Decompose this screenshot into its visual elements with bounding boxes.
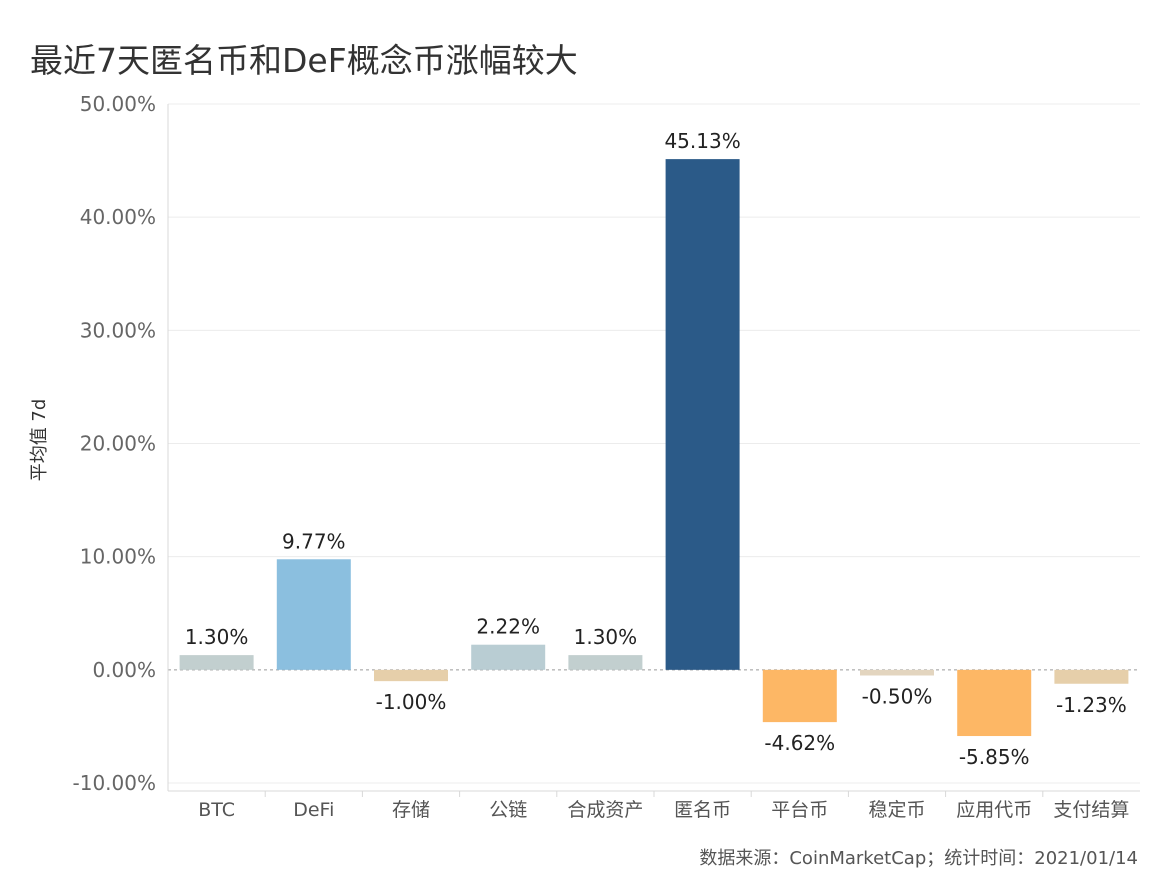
x-tick-label: 公链 <box>489 799 527 821</box>
data-label: 2.22% <box>476 615 540 639</box>
x-tick-label: 稳定币 <box>868 799 925 821</box>
y-tick-label: -10.00% <box>73 771 156 795</box>
y-tick-label: 40.00% <box>80 205 156 229</box>
y-tick-label: 10.00% <box>80 545 156 569</box>
x-tick-label: 应用代币 <box>956 799 1032 821</box>
x-tick-label: BTC <box>198 799 235 821</box>
bar <box>860 669 934 676</box>
data-label: 9.77% <box>282 529 346 553</box>
y-tick-label: 20.00% <box>80 432 156 456</box>
bar <box>665 159 740 670</box>
x-axis: BTC DeFi 存储 公链 合成资产 匿名币 平台币 稳定币 应用代币 支付结算 <box>168 790 1140 821</box>
bar <box>276 559 351 670</box>
chart-title: 最近7天匿名币和DeF概念币涨幅较大 <box>30 41 578 80</box>
data-label: -0.50% <box>862 684 933 708</box>
bar <box>957 669 1032 737</box>
x-tick-label: DeFi <box>293 799 334 821</box>
data-label: -4.62% <box>764 731 835 755</box>
bar <box>762 669 837 723</box>
x-tick-label: 平台币 <box>771 799 828 821</box>
data-label: 1.30% <box>185 625 249 649</box>
x-tick-label: 存储 <box>392 799 430 821</box>
bar <box>374 669 448 682</box>
y-tick-label: 30.00% <box>80 318 156 342</box>
bar <box>471 644 546 670</box>
bar <box>1054 669 1129 684</box>
y-axis-label: 平均值 7d <box>29 399 50 482</box>
x-tick-label: 合成资产 <box>567 799 643 821</box>
x-tick-label: 匿名币 <box>674 799 731 821</box>
bar <box>568 655 643 670</box>
y-tick-label: 0.00% <box>92 658 156 682</box>
y-tick-label: 50.00% <box>80 92 156 116</box>
y-axis: 50.00% 40.00% 30.00% 20.00% 10.00% 0.00% -10.0… <box>73 92 169 795</box>
data-label: 1.30% <box>574 625 638 649</box>
data-label: -1.00% <box>376 690 447 714</box>
bar <box>179 655 254 670</box>
data-label: -5.85% <box>959 745 1030 769</box>
data-labels: 1.30% 9.77% -1.00% 2.22% 1.30% 45.13% -4.62% -0… <box>185 129 1127 769</box>
data-label: 45.13% <box>664 129 740 153</box>
x-tick-label: 支付结算 <box>1053 799 1129 821</box>
data-label: -1.23% <box>1056 693 1127 717</box>
source-note: 数据来源：CoinMarketCap；统计时间：2021/01/14 <box>699 848 1138 869</box>
bars <box>179 159 1129 737</box>
